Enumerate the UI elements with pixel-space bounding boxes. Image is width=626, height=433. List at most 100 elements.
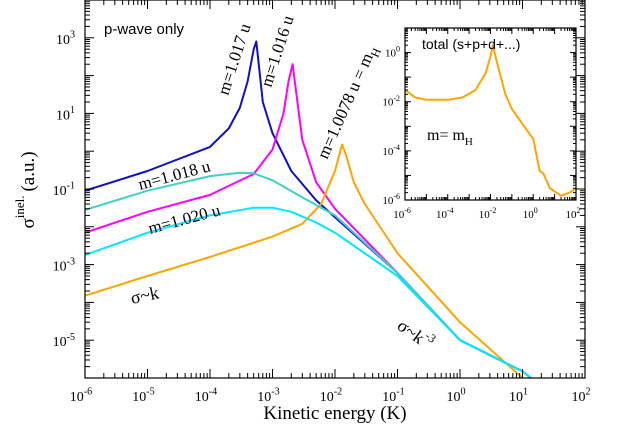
x-tick-label-base: 10 [509,390,523,405]
y-tick-label-base: 10 [56,33,70,48]
series-line-m1020 [85,206,533,378]
y-tick-label-base: 10 [56,108,70,123]
series-line-total [405,44,576,197]
main-x-ticks: 10-6 10-5 10-4 10-3 10-2 10-1 100 101 102 [70,0,591,405]
x-tick-label-exponent: 2 [577,206,581,215]
x-tick-label: 10-6 [393,206,411,221]
x-tick-label-exponent: -6 [84,387,92,398]
annotation-low-slope: σ~k [129,282,161,307]
y-tick-label-base: 10 [385,48,397,60]
x-tick-label-exponent: -2 [334,387,342,398]
annotation-mH-text: m=1.0078 u = m [313,50,377,162]
y-tick-label-exponent: -6 [393,192,400,201]
y-tick-label-base: 10 [382,97,394,109]
x-tick-label: 102 [571,387,590,405]
x-tick-label: 10-5 [132,387,154,405]
x-tick-label-base: 10 [479,209,491,221]
inset-annotation: m= mH [427,127,473,148]
annotation-high-slope: σ~k-3 [394,312,439,354]
x-tick-label-exponent: -4 [447,206,454,215]
x-tick-label-base: 10 [393,209,405,221]
x-tick-label: 10-4 [436,206,454,221]
y-tick-label: 101 [56,105,75,123]
y-tick-label: 10-3 [53,256,75,274]
y-tick-label-exponent: -1 [67,181,75,192]
y-tick-label-base: 10 [382,195,394,207]
x-tick-label-base: 10 [566,209,578,221]
y-tick-label-base: 10 [53,260,67,275]
y-tick-label-exponent: -2 [393,94,400,103]
annotation-m1016: m=1.016 u [257,13,298,90]
x-tick-label-exponent: -1 [396,387,404,398]
x-tick-label-base: 10 [70,390,84,405]
y-tick-label-exponent: 0 [396,45,400,54]
y-axis-label-sup: inel. [12,196,27,219]
y-tick-label-base: 10 [53,184,67,199]
y-tick-label: 100 [385,45,400,60]
inset-x-ticks: 10-6 10-4 10-2 100 102 [393,28,581,221]
y-tick-label-exponent: -5 [67,332,75,343]
x-tick-label-base: 10 [132,390,146,405]
y-tick-label: 10-4 [382,143,400,158]
x-tick-label-exponent: -3 [271,387,279,398]
y-tick-label: 10-5 [53,332,75,350]
x-tick-label-exponent: -6 [404,206,411,215]
inset-annotation-text: m= m [427,127,465,144]
y-tick-label: 10-2 [382,94,400,109]
p-wave-label: p-wave only [104,21,185,38]
y-tick-label-exponent: 3 [70,30,75,41]
x-axis-label: Kinetic energy (K) [263,403,406,424]
y-tick-label-base: 10 [382,146,394,158]
annotation-m1017: m=1.017 u [214,21,255,98]
x-tick-label: 101 [509,387,528,405]
x-tick-label: 10-2 [479,206,497,221]
inset-annotation-sub: H [465,136,473,148]
x-tick-label-base: 10 [571,390,585,405]
x-tick-label: 100 [446,387,465,405]
x-tick-label-base: 10 [320,390,334,405]
y-axis-label: σinel. (a.u.) [12,151,39,228]
x-tick-label-exponent: -4 [209,387,217,398]
y-tick-label: 10-1 [53,181,75,199]
x-tick-label: 10-3 [257,387,279,405]
y-tick-label: 103 [56,30,75,48]
x-tick-label-base: 10 [446,390,460,405]
x-tick-label: 102 [566,206,581,221]
series-line-m1018 [85,171,533,378]
y-tick-label-exponent: -3 [67,256,75,267]
x-tick-label: 10-6 [70,387,92,405]
x-tick-label-exponent: 0 [534,206,538,215]
x-tick-label-base: 10 [523,209,535,221]
inset-title: total (s+p+d+...) [422,36,520,52]
x-tick-label-exponent: 2 [585,387,590,398]
svg-text:σinel.(a.u.): σinel. (a.u.) [12,151,39,228]
inset-series-group [405,44,576,197]
y-tick-label: 10-6 [382,192,400,207]
y-tick-label-base: 10 [53,335,67,350]
x-tick-label-base: 10 [195,390,209,405]
x-tick-label: 10-1 [382,387,404,405]
x-tick-label: 100 [523,206,538,221]
x-tick-label-exponent: 0 [460,387,465,398]
x-tick-label-base: 10 [382,390,396,405]
main-series-group [85,40,533,378]
x-tick-label-exponent: 1 [523,387,528,398]
x-tick-label-base: 10 [436,209,448,221]
annotation-m1020: m=1.020 u [146,200,223,238]
x-tick-label: 10-4 [195,387,217,405]
x-tick-label-exponent: -2 [490,206,497,215]
x-tick-label-exponent: -5 [146,387,154,398]
annotation-high-slope-text: σ~k [394,315,429,348]
annotation-m1018: m=1.018 u [136,156,213,194]
series-line-mH [85,143,525,378]
y-axis-label-symbol: σ [18,218,39,228]
annotation-mH: m=1.0078 u = mH [313,42,384,163]
y-axis-label-unit: (a.u.) [18,151,39,191]
y-tick-label-exponent: -4 [393,143,400,152]
x-tick-label-base: 10 [257,390,271,405]
y-tick-label-exponent: 1 [70,105,75,116]
